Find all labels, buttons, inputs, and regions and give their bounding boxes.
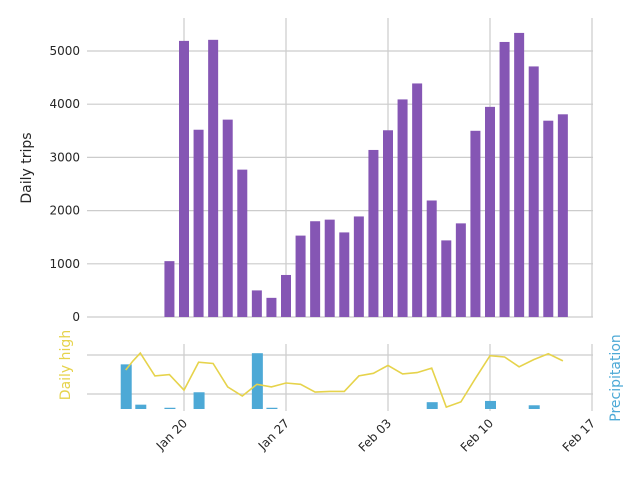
x-tick-label: Jan 27 (255, 416, 292, 453)
precipitation-bar (164, 407, 176, 409)
y-axis-label-daily-trips: Daily trips (19, 132, 35, 203)
trips-bar (266, 297, 277, 317)
precipitation-bar (485, 400, 496, 409)
trips-bar (164, 261, 175, 317)
x-tick-label: Feb 17 (560, 416, 598, 454)
trips-bar (485, 106, 495, 317)
daily-high-line (125, 351, 564, 409)
trips-bar (397, 99, 408, 317)
y-axis-label-daily-high: Daily high (58, 330, 74, 400)
precipitation-bar (135, 404, 147, 409)
trips-bar-panel: 0 1000 2000 3000 4000 5000 (49, 18, 593, 324)
trips-bar (295, 235, 306, 317)
trips-bar (281, 274, 291, 317)
precipitation-bar (120, 364, 132, 409)
trips-bar (426, 200, 437, 317)
y-tick-label: 2000 (49, 204, 80, 218)
weather-panel: Jan 20 Jan 27 Feb 03 Feb 10 Feb 17 (87, 344, 598, 455)
trips-bar (193, 129, 204, 317)
precipitation-bar (266, 407, 278, 409)
trips-bar (222, 119, 233, 318)
y-tick-label: 0 (72, 310, 80, 324)
trips-bar (179, 40, 189, 317)
trips-bar (383, 130, 393, 317)
precipitation-bar (528, 405, 540, 409)
trips-bar (353, 216, 364, 317)
trips-bar (470, 130, 481, 317)
trips-bar (310, 221, 321, 317)
y-tick-label: 5000 (49, 44, 80, 58)
precipitation-bar (251, 353, 263, 409)
x-tick-label: Jan 20 (153, 416, 190, 453)
trips-bar (208, 39, 219, 317)
trips-bar (412, 83, 423, 318)
x-tick-label: Feb 03 (356, 416, 394, 454)
trips-bar (528, 66, 539, 317)
y-tick-label: 4000 (49, 97, 80, 111)
y-axis-label-precipitation: Precipitation (608, 334, 624, 422)
trips-bar (557, 114, 568, 317)
trips-bar (543, 120, 554, 317)
trips-bar (499, 41, 510, 318)
trips-bar (251, 290, 262, 317)
trips-bar (237, 169, 248, 317)
trips-bar (339, 232, 350, 317)
trips-bar (514, 32, 525, 318)
x-tick-label: Feb 10 (458, 416, 496, 454)
precipitation-bar (426, 402, 438, 409)
trips-bar (324, 219, 335, 317)
trips-bar (455, 223, 466, 317)
y-tick-label: 1000 (49, 257, 80, 271)
trips-bar (441, 240, 452, 317)
precipitation-bar (193, 392, 205, 409)
y-tick-label: 3000 (49, 150, 80, 164)
trips-bar (368, 149, 379, 317)
